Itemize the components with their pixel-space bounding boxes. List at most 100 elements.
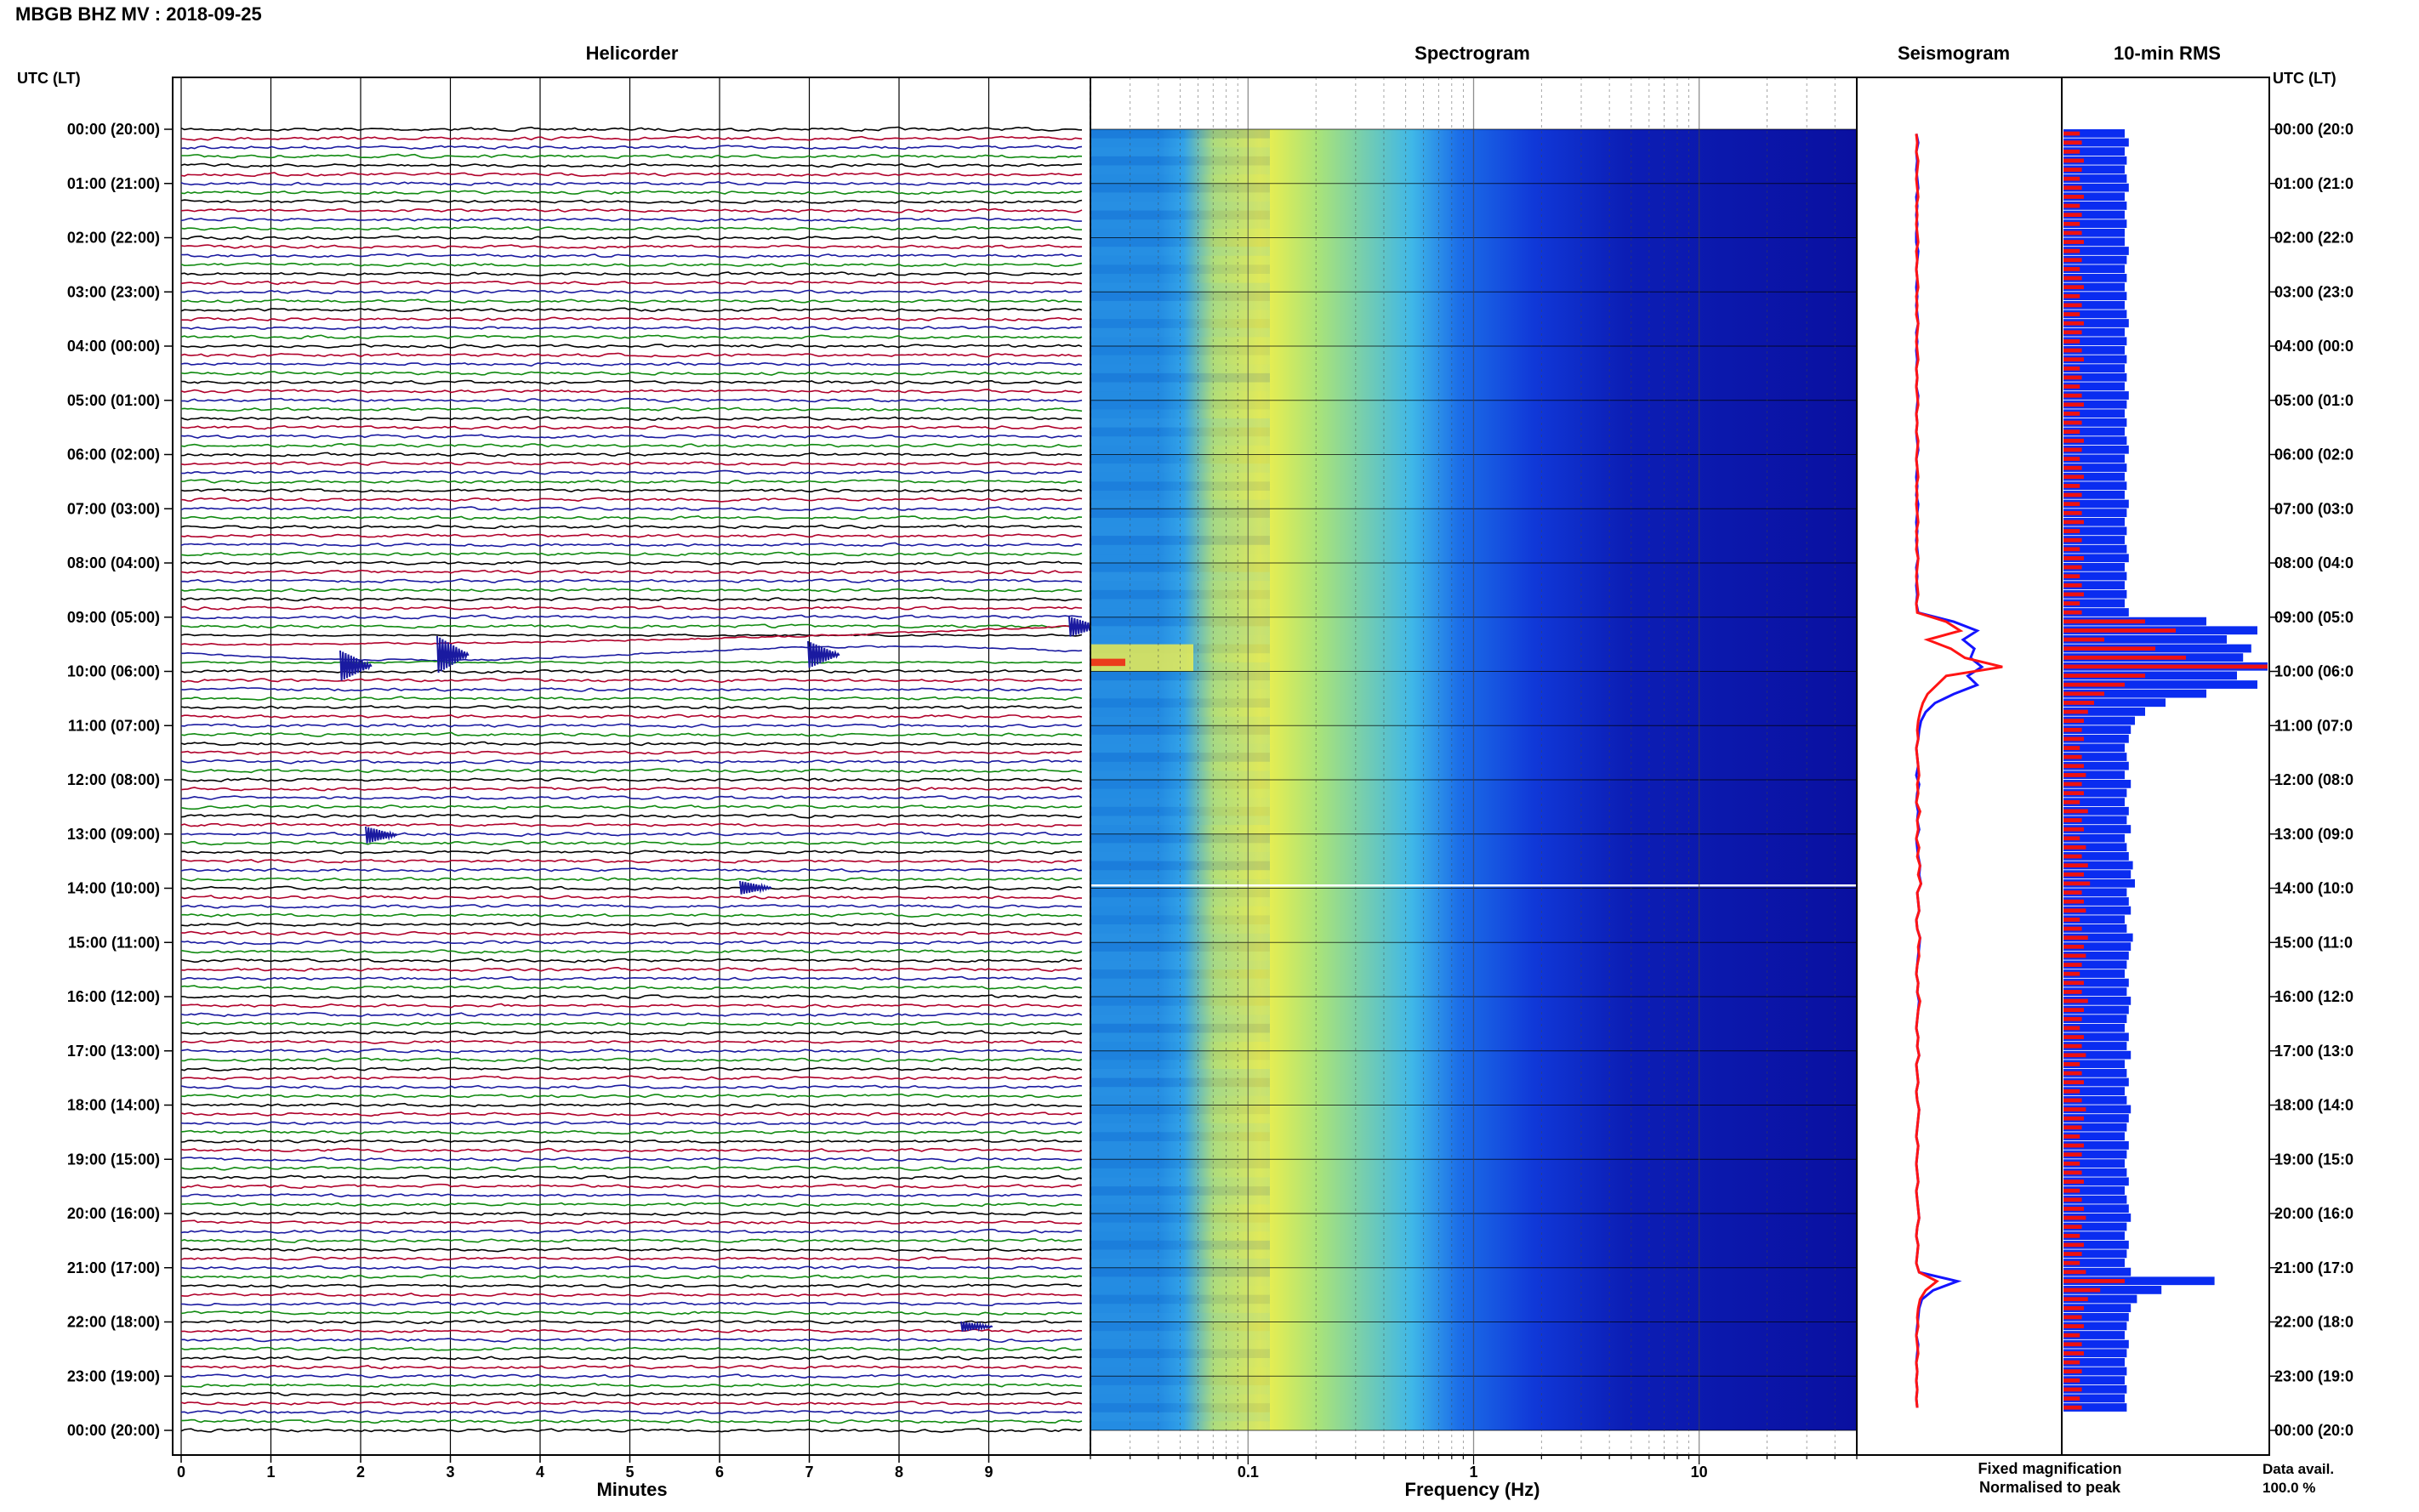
helicorder-trace [180, 588, 1083, 593]
helicorder-trace [180, 858, 1083, 864]
helicorder-trace [180, 678, 1083, 684]
helicorder-trace [180, 569, 1083, 575]
rms-bar-fixed [2063, 418, 2127, 427]
rms-bar-fixed [2063, 599, 2125, 608]
rms-bar-fixed [2063, 1168, 2127, 1177]
rms-bar-fixed [2063, 536, 2125, 544]
rms-bar-fixed [2063, 589, 2127, 599]
spectrogram-row [1091, 1023, 1270, 1033]
helicorder-trace [180, 840, 1083, 846]
spectrogram-row [1091, 1123, 1270, 1133]
helicorder-trace [180, 253, 1083, 259]
spectrogram-row [1091, 202, 1270, 211]
helicorder-trace [180, 452, 1083, 458]
rms-bar-fixed [2063, 499, 2129, 509]
spectrogram-row [1091, 129, 1270, 139]
rms-bar-normalised [2063, 574, 2080, 579]
rms-bar-normalised [2063, 791, 2084, 796]
rms-bar-fixed [2063, 1015, 2127, 1024]
helicorder-trace [180, 370, 1083, 376]
rms-bar-fixed [2063, 644, 2251, 653]
spectrogram-row [1091, 788, 1270, 799]
rms-bar-normalised [2063, 330, 2082, 335]
rms-bar-fixed [2063, 1114, 2129, 1123]
helicorder-trace [180, 895, 1083, 900]
rms-bar-fixed [2063, 878, 2135, 888]
rms-bar-normalised [2063, 981, 2084, 986]
rms-bar-fixed [2063, 156, 2127, 165]
spectrogram-row [1091, 608, 1270, 617]
spectrogram-row [1091, 906, 1270, 916]
helicorder-trace [180, 686, 1083, 692]
rms-bar-fixed [2063, 274, 2127, 282]
spectrogram-row [1091, 1005, 1270, 1015]
helicorder-trace [180, 1003, 1083, 1009]
helicorder-trace [180, 1020, 1082, 1026]
rms-bar-fixed [2063, 563, 2125, 571]
rms-bar-normalised [2063, 944, 2084, 949]
spectrogram-row [1091, 1304, 1270, 1313]
rms-bar-fixed [2063, 409, 2125, 418]
spectrogram-row [1091, 798, 1270, 807]
helicorder-trace [180, 1219, 1083, 1225]
spectrogram-row [1091, 499, 1270, 509]
rms-bar-fixed [2063, 1195, 2127, 1204]
rms-bar-normalised [2063, 736, 2084, 742]
rms-bar-normalised [2063, 240, 2084, 244]
rms-bar-normalised [2063, 393, 2082, 398]
helicorder-trace [180, 217, 1083, 223]
rms-bar-fixed [2063, 915, 2125, 924]
rms-bar-normalised [2063, 935, 2088, 941]
spectrogram-row [1091, 1032, 1270, 1043]
helicorder-trace [180, 506, 1083, 512]
rms-bar-normalised [2063, 655, 2186, 660]
spectrogram-row [1091, 364, 1270, 373]
spectrogram-row [1091, 734, 1270, 744]
spectrogram-row [1091, 725, 1270, 735]
rms-bar-normalised [2063, 727, 2082, 732]
hour-label-left: 17:00 (13:00) [67, 1043, 160, 1060]
spectrogram-row [1091, 635, 1270, 645]
spectrogram-row [1091, 1358, 1270, 1367]
rms-bar-fixed [2063, 382, 2125, 391]
helicorder-trace [180, 741, 1083, 747]
rms-bar-normalised [2063, 664, 2268, 669]
helicorder-trace [180, 469, 1083, 475]
hour-label-left: 21:00 (17:00) [67, 1259, 160, 1276]
rms-bar-normalised [2063, 420, 2082, 425]
rms-bar-fixed [2063, 1322, 2127, 1331]
helicorder-trace [180, 1183, 1083, 1190]
rms-bar-normalised [2063, 429, 2080, 435]
rms-bar-normalised [2063, 547, 2080, 552]
rms-bar-fixed [2063, 1294, 2137, 1304]
rms-bar-normalised [2063, 809, 2088, 814]
rms-bar-normalised [2063, 1315, 2082, 1320]
rms-bar-fixed [2063, 1069, 2127, 1077]
frequency-axis-label: Frequency (Hz) [1405, 1479, 1540, 1500]
rms-bar-normalised [2063, 1333, 2080, 1338]
rms-bar-normalised [2063, 1170, 2082, 1175]
rms-bar-fixed [2063, 708, 2145, 716]
rms-bar-normalised [2063, 366, 2080, 371]
rms-bar-normalised [2063, 899, 2084, 904]
helicorder-trace [180, 1193, 1083, 1198]
spectrogram-row [1091, 843, 1270, 852]
helicorder-trace [180, 1356, 1083, 1361]
rms-bar-normalised [2063, 502, 2080, 507]
spectrogram-row [1091, 1141, 1270, 1151]
rms-bar-normalised [2063, 646, 2155, 651]
spectrogram-row [1091, 427, 1270, 437]
rms-bar-normalised [2063, 908, 2086, 913]
spectrogram-row [1091, 1132, 1270, 1141]
rms-bar-fixed [2063, 1032, 2129, 1042]
helicorder-trace [180, 930, 1083, 936]
helicorder-trace [180, 723, 1083, 729]
helicorder-trace [180, 145, 1083, 151]
helicorder-trace [180, 804, 1083, 810]
helicorder-trace [180, 1328, 1083, 1333]
rms-bar-normalised [2063, 1215, 2086, 1220]
helicorder-trace [180, 623, 1083, 629]
helicorder-trace [180, 1338, 1083, 1344]
rms-bar-normalised [2063, 1008, 2084, 1013]
rms-bar-normalised [2063, 221, 2080, 226]
